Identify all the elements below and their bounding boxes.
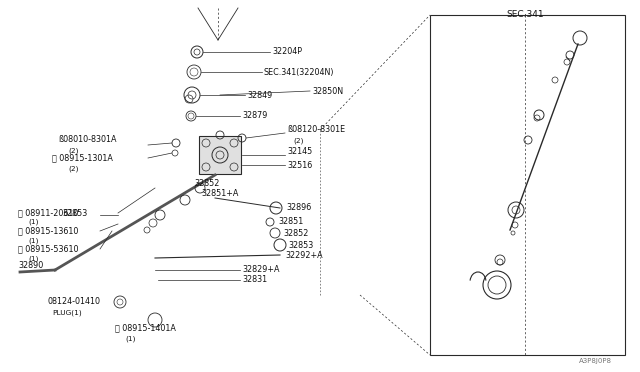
Text: 32850N: 32850N xyxy=(312,87,343,96)
Text: (2): (2) xyxy=(68,166,79,172)
Text: (1): (1) xyxy=(28,219,38,225)
Text: SEC.341: SEC.341 xyxy=(506,10,544,19)
Text: A3P8J0P8: A3P8J0P8 xyxy=(579,358,611,364)
Text: 32852: 32852 xyxy=(283,228,308,237)
Text: ß08010-8301A: ß08010-8301A xyxy=(58,135,116,144)
Text: (1): (1) xyxy=(28,238,38,244)
Text: ß08120-8301E: ß08120-8301E xyxy=(287,125,345,135)
Text: (2): (2) xyxy=(293,138,303,144)
Text: ⒩ 08915-1301A: ⒩ 08915-1301A xyxy=(52,154,113,163)
Text: 32879: 32879 xyxy=(242,112,268,121)
Text: ⒩ 08915-1401A: ⒩ 08915-1401A xyxy=(115,324,176,333)
Text: PLUG(1): PLUG(1) xyxy=(52,310,82,316)
Text: 32204P: 32204P xyxy=(272,48,302,57)
Text: 32853: 32853 xyxy=(288,241,313,250)
Text: (1): (1) xyxy=(125,336,136,342)
Text: 32851+A: 32851+A xyxy=(201,189,238,198)
Text: ⒩ 08915-13610: ⒩ 08915-13610 xyxy=(18,227,78,235)
Text: 32849: 32849 xyxy=(247,90,272,99)
Text: 32890: 32890 xyxy=(18,262,44,270)
Bar xyxy=(430,15,625,355)
Text: (2): (2) xyxy=(68,148,79,154)
Text: Ⓝ 08911-20610: Ⓝ 08911-20610 xyxy=(18,208,78,218)
Text: 32516: 32516 xyxy=(287,160,312,170)
Bar xyxy=(199,136,241,174)
Text: 32145: 32145 xyxy=(287,148,312,157)
Text: 32829+A: 32829+A xyxy=(242,266,280,275)
Text: 32853: 32853 xyxy=(62,208,87,218)
Text: 32896: 32896 xyxy=(286,203,311,212)
Text: 08124-01410: 08124-01410 xyxy=(48,298,101,307)
Text: (1): (1) xyxy=(28,256,38,262)
Text: 32851: 32851 xyxy=(278,218,303,227)
Text: 32292+A: 32292+A xyxy=(285,250,323,260)
Text: 32831: 32831 xyxy=(242,276,267,285)
Text: SEC.341(32204N): SEC.341(32204N) xyxy=(264,67,335,77)
Text: ⒩ 08915-53610: ⒩ 08915-53610 xyxy=(18,244,79,253)
Text: 32852: 32852 xyxy=(194,179,220,187)
